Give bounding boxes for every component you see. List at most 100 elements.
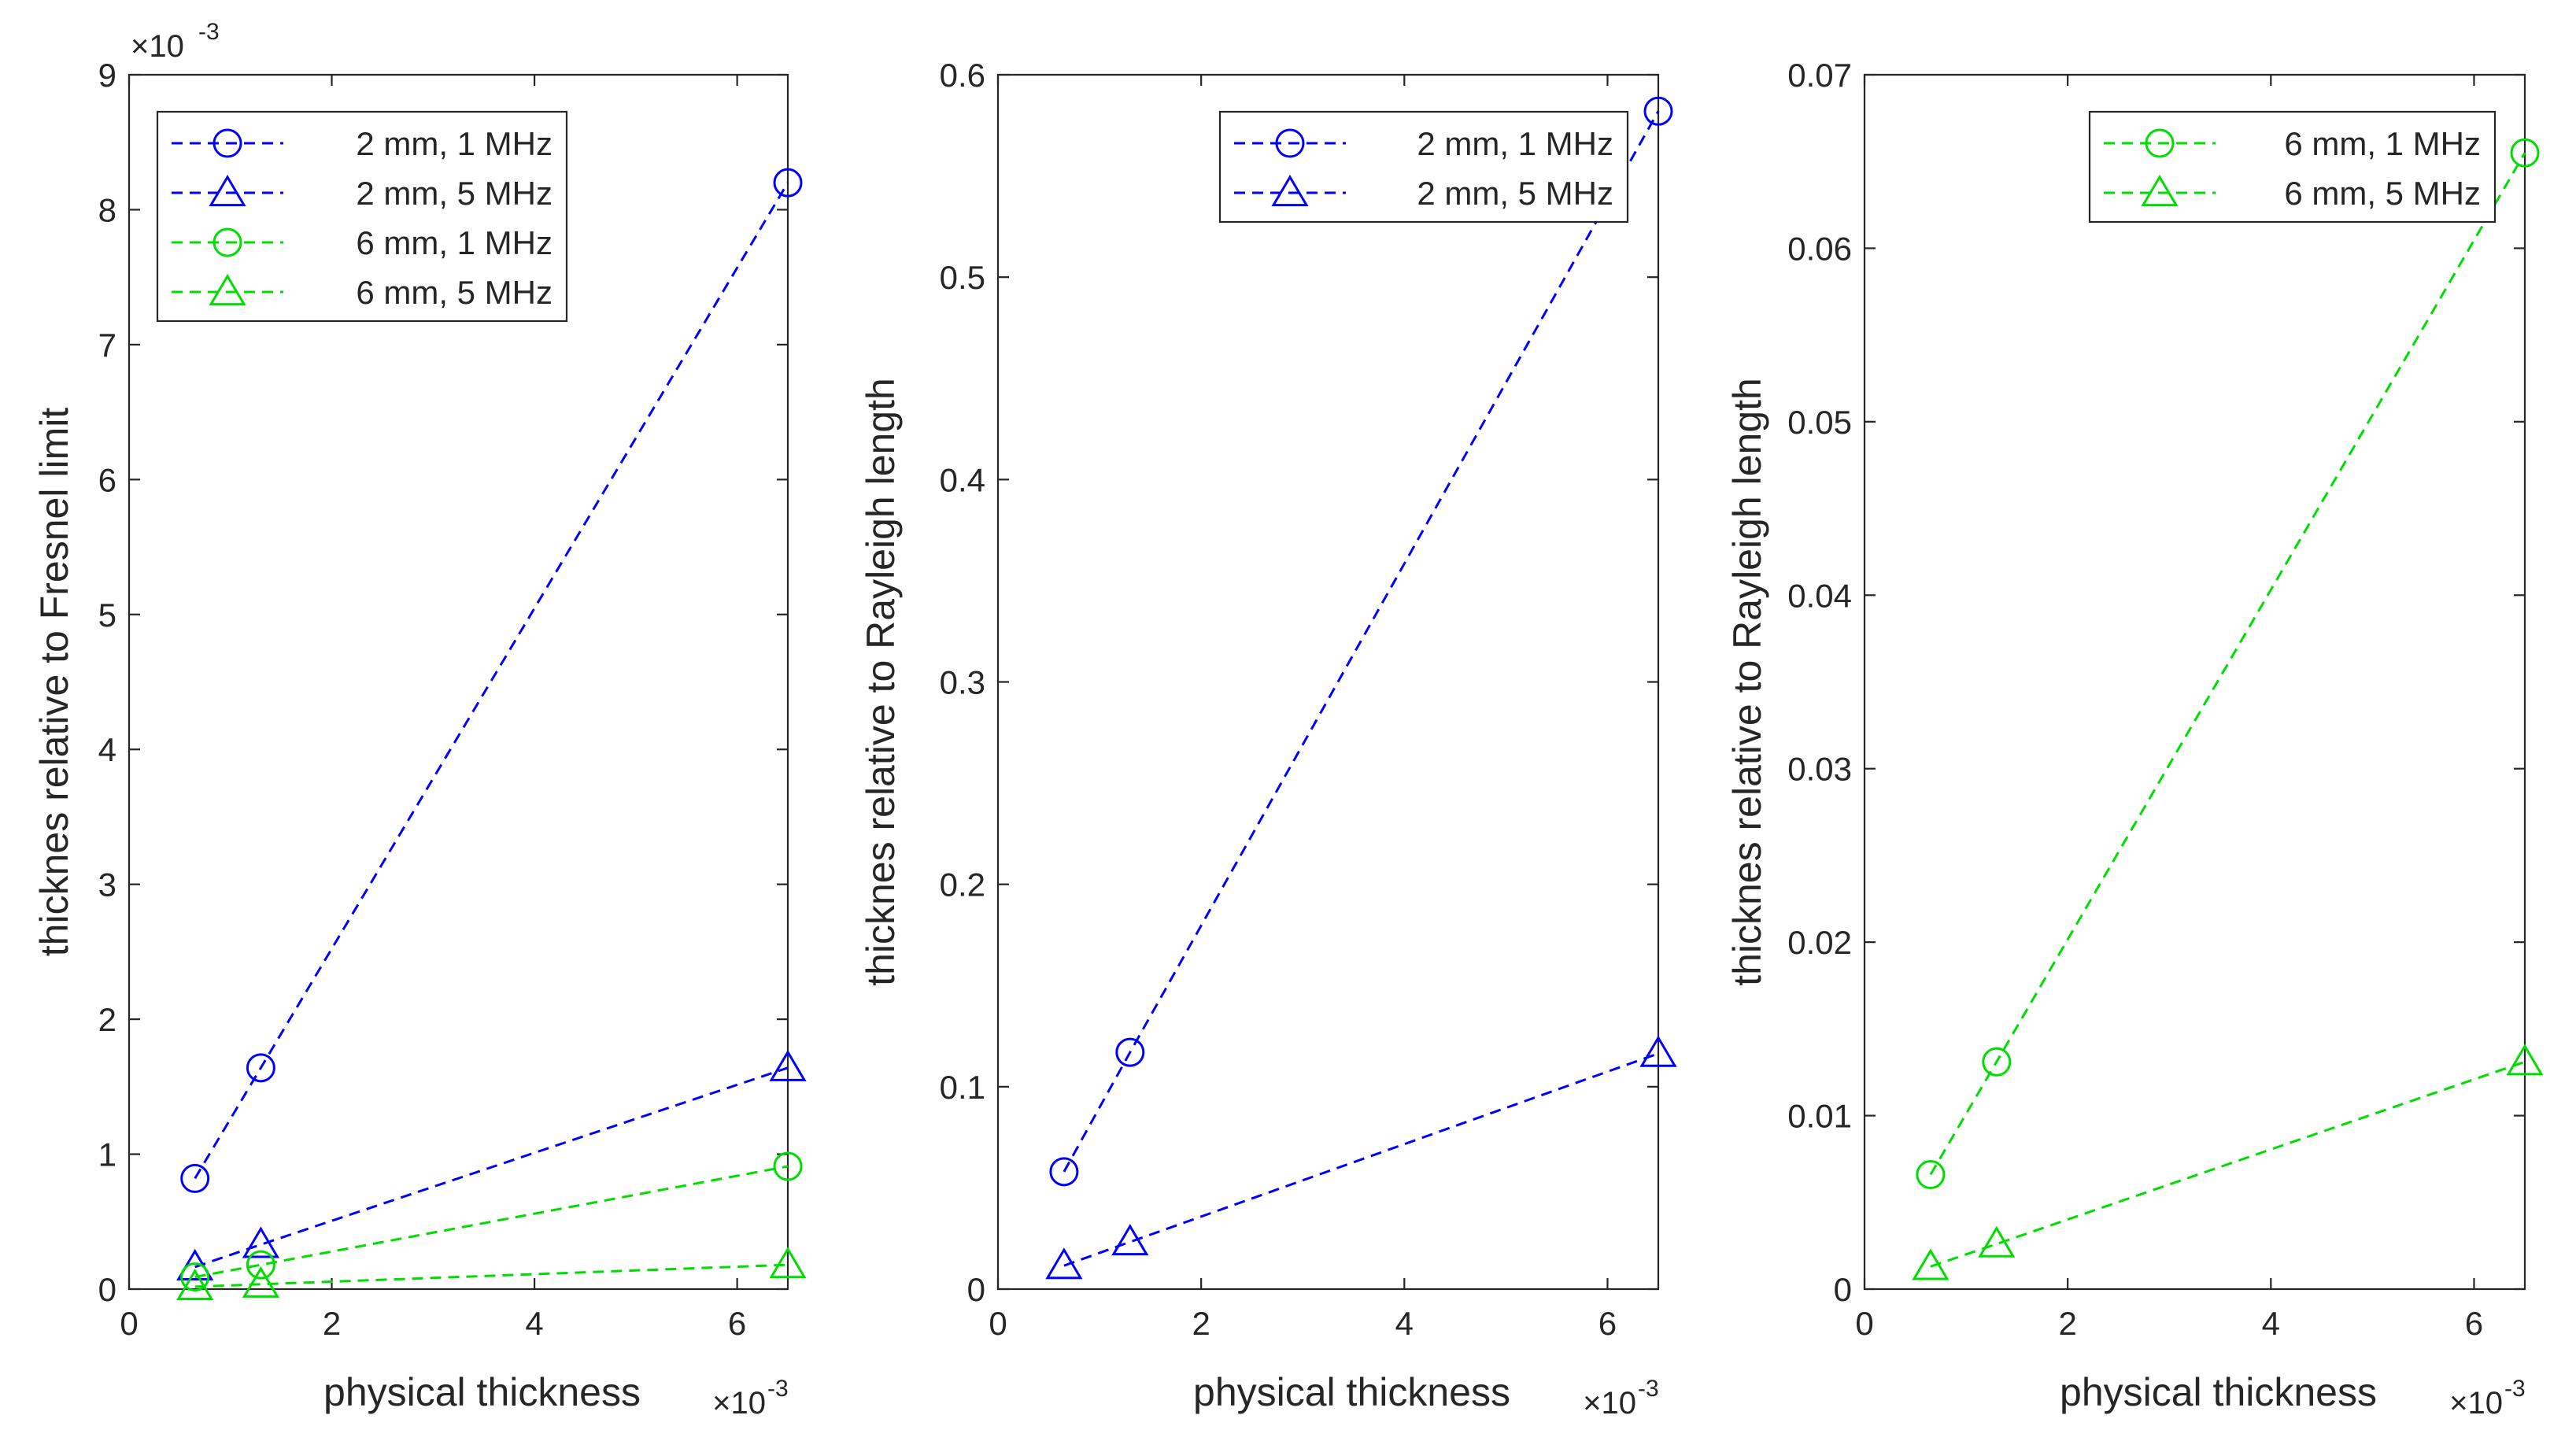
data-point [242,1265,280,1298]
y-tick-label: 1 [98,1136,116,1173]
y-tick-label: 7 [98,327,116,364]
legend-entry: 2 mm, 1 MHz [172,125,553,162]
series-1 [1916,138,2540,1190]
legend-entry: 6 mm, 5 MHz [2104,175,2481,212]
data-point [1912,1248,1950,1280]
x-tick-label: 0 [1855,1305,1873,1342]
legend-label: 2 mm, 1 MHz [356,125,553,162]
legend-swatch-marker [1275,128,1305,158]
legend-entry: 2 mm, 1 MHz [1234,125,1613,162]
y-tick-label: 0.01 [1787,1098,1852,1135]
data-point [2510,138,2540,168]
y-tick-label: 9 [98,57,116,94]
data-point [1916,1160,1946,1190]
data-point [1639,1035,1677,1067]
x-axis-label: physical thickness [323,1370,641,1414]
data-point [1115,1037,1145,1067]
data-point [773,1151,803,1181]
legend-swatch-marker [209,175,246,207]
legend-entry: 2 mm, 5 MHz [1234,175,1613,212]
legend: 6 mm, 1 MHz 6 mm, 5 MHz [2088,110,2497,224]
series-line [1930,1060,2526,1268]
x-tick-label: 0 [989,1305,1007,1342]
y-axis-label: thicknes relative to Rayleigh length [1725,378,1769,986]
legend-swatch-marker [213,128,242,158]
y-tick-label: 0 [967,1271,985,1308]
series-2 [176,1049,807,1280]
y-tick-label: 3 [98,866,116,903]
legend-swatch-marker [209,274,246,306]
legend-swatch-marker [2141,175,2179,207]
data-point [180,1262,210,1292]
y-tick-label: 0 [1834,1271,1852,1308]
x-axis-multiplier: ×10 [1583,1386,1636,1421]
y-tick-label: 0.06 [1787,230,1852,267]
data-point [1045,1247,1083,1280]
y-tick-label: 0.3 [940,664,985,701]
y-tick-label: 0 [98,1271,116,1308]
x-tick-label: 4 [1395,1305,1414,1342]
data-point [1982,1047,2012,1077]
series-line [1063,110,1660,1173]
y-tick-label: 0.6 [940,57,985,94]
legend-frame [156,110,568,323]
y-tick-label: 6 [98,461,116,498]
data-point [773,168,803,198]
y-tick-label: 8 [98,191,116,228]
series-line [1929,152,2526,1176]
x-axis-multiplier-exponent: -3 [767,1376,789,1402]
series-3 [180,1151,803,1292]
legend-label: 2 mm, 5 MHz [356,175,553,212]
legend-swatch-marker [213,227,242,257]
legend-swatch-marker [1271,175,1309,207]
x-tick-label: 6 [728,1305,746,1342]
series-2 [1912,1044,2544,1280]
y-axis-multiplier-exponent: -3 [198,19,220,45]
x-axis-multiplier: ×10 [2449,1386,2503,1421]
y-tick-label: 0.1 [940,1069,985,1106]
data-point [176,1248,214,1280]
x-tick-label: 4 [2262,1305,2280,1342]
x-axis-multiplier-exponent: -3 [2504,1376,2526,1402]
series-line [194,1066,789,1269]
data-point [1111,1224,1149,1256]
legend-label: 2 mm, 1 MHz [1417,125,1613,162]
data-point [2506,1044,2544,1076]
legend-entry: 6 mm, 5 MHz [172,274,553,311]
y-axis-label: thicknes relative to Rayleigh length [859,378,903,986]
x-tick-label: 4 [525,1305,543,1342]
y-tick-label: 0.04 [1787,577,1852,614]
data-point [1049,1157,1079,1187]
legend-swatch-marker [2145,128,2175,158]
y-tick-label: 0.03 [1787,751,1852,788]
legend-entry: 6 mm, 1 MHz [172,224,553,261]
series-1 [1049,96,1673,1187]
x-axis-multiplier: ×10 [712,1386,766,1421]
y-tick-label: 0.07 [1787,57,1852,94]
plot-area-frame [128,73,789,1291]
series-line [194,182,789,1180]
data-point [242,1226,280,1258]
legend-label: 6 mm, 5 MHz [356,274,553,311]
y-tick-label: 0.2 [940,866,985,903]
data-point [246,1053,275,1083]
x-tick-label: 0 [120,1305,138,1342]
legend-label: 6 mm, 5 MHz [2284,175,2481,212]
x-tick-label: 2 [1192,1305,1210,1342]
data-point [769,1247,807,1279]
x-tick-label: 2 [323,1305,341,1342]
data-point [176,1268,214,1301]
x-axis-label: physical thickness [2060,1370,2377,1414]
series-2 [1045,1035,1677,1280]
y-axis-label: thicknes relative to Fresnel limit [32,408,76,957]
plot-area-frame [1863,73,2526,1291]
x-tick-label: 6 [1598,1305,1617,1342]
series-line [194,1263,789,1288]
legend-label: 6 mm, 1 MHz [2284,125,2481,162]
chart-panel-2: 0 2 4 6 0 0.1 0.2 0.3 0.4 0.5 0.6 physical thicknes… [859,57,1677,1421]
legend-entry: 6 mm, 1 MHz [2104,125,2481,162]
series-4 [176,1247,807,1301]
y-axis-multiplier: ×10 [131,29,184,64]
y-tick-label: 0.5 [940,259,985,296]
